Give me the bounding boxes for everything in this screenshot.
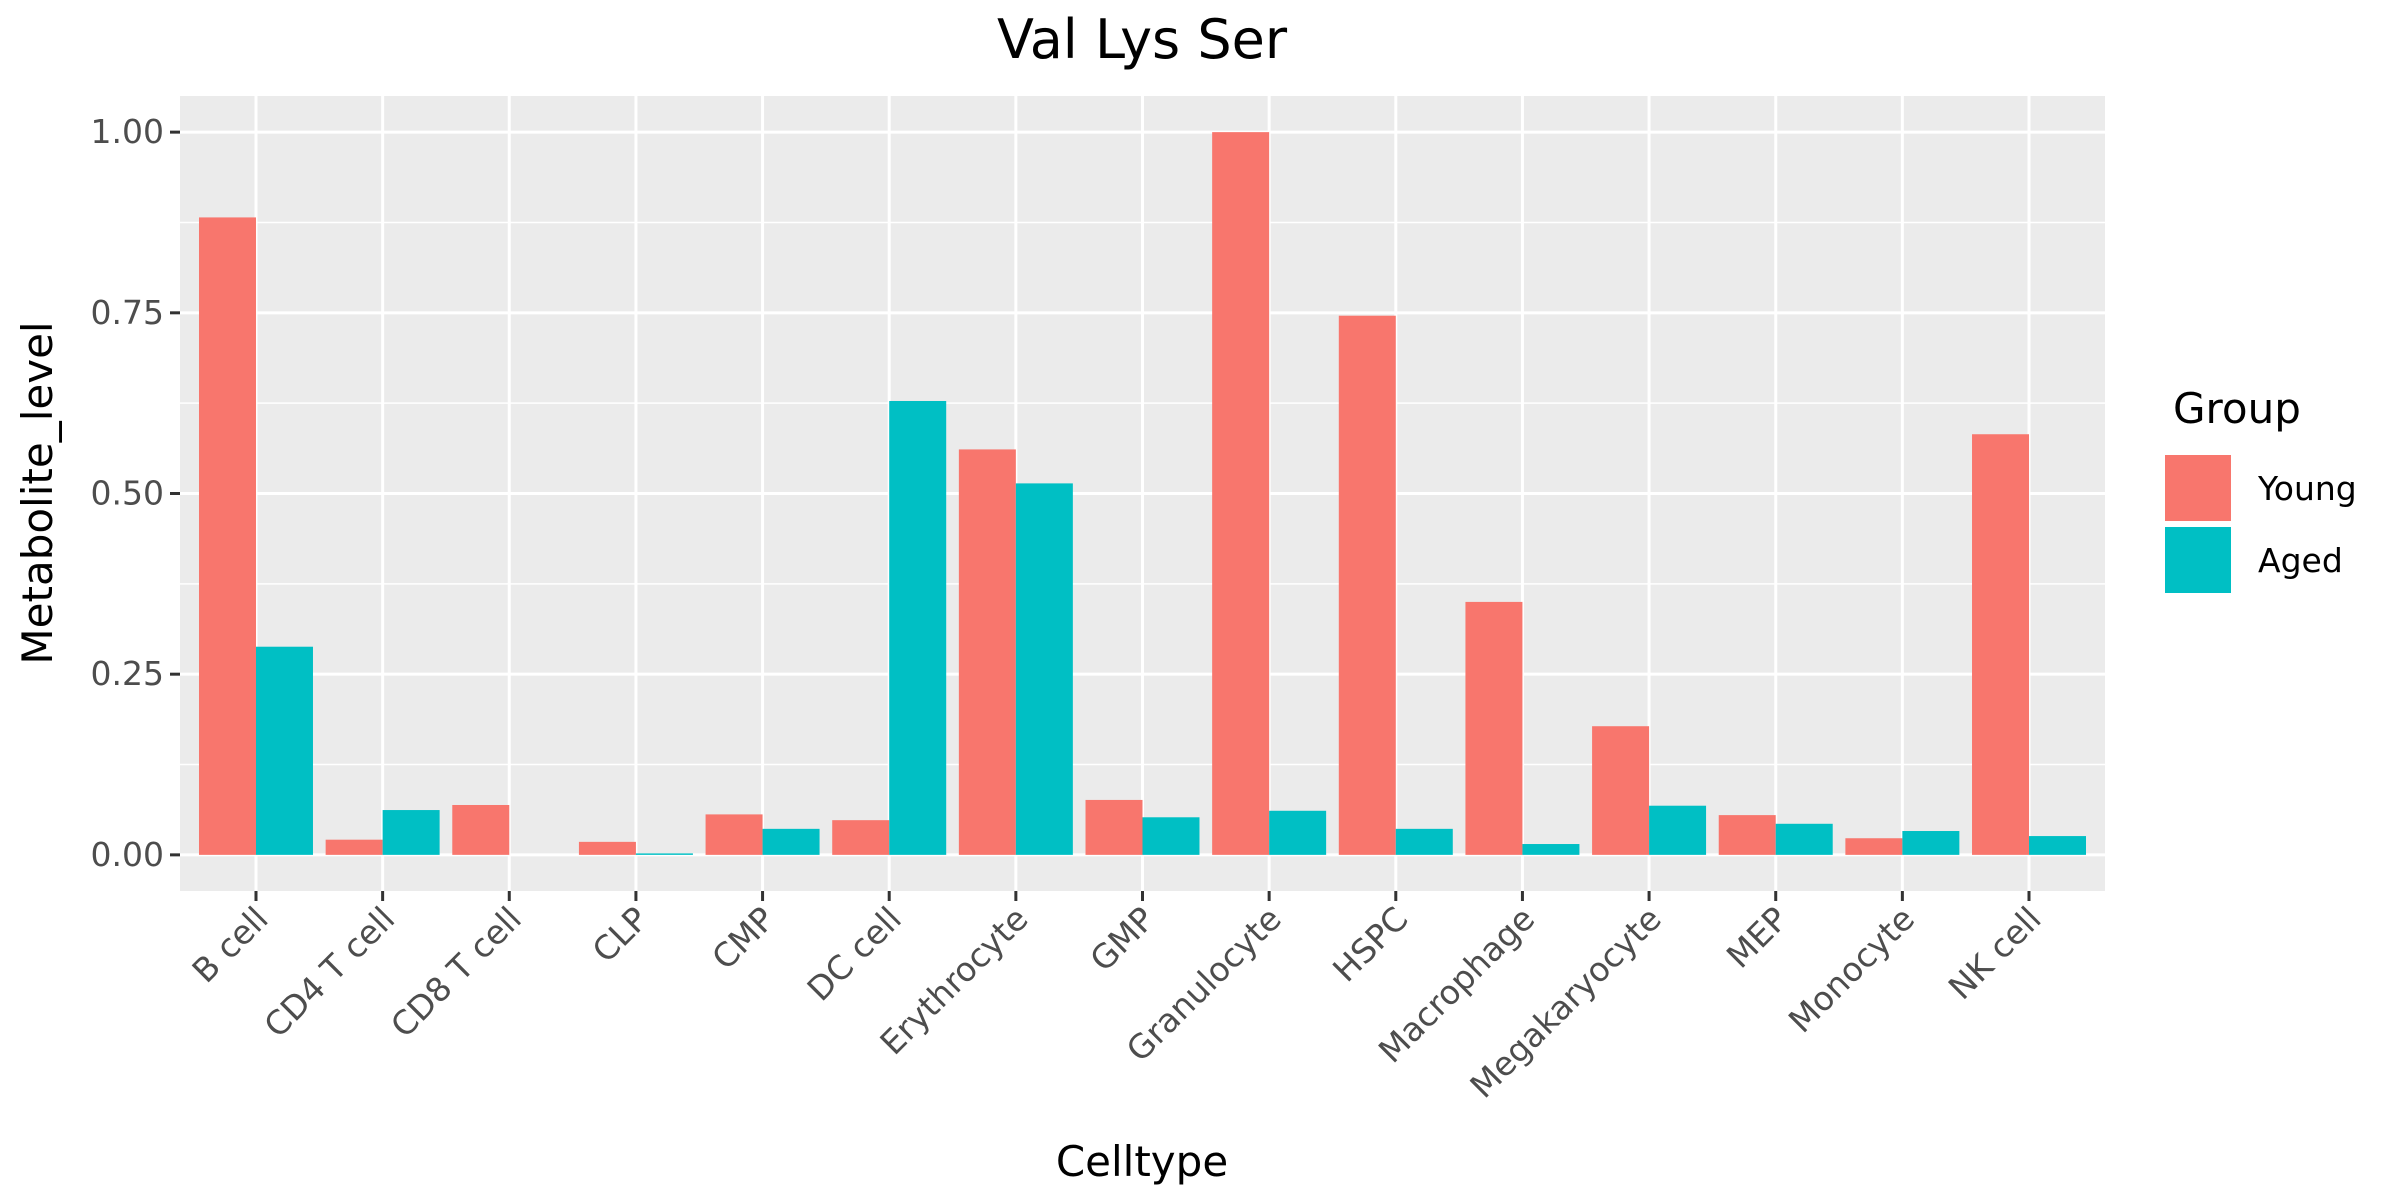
bar-young-b-cell [198, 217, 256, 855]
bar-young-megakaryocyte [1592, 726, 1650, 855]
x-tick-label: B cell [184, 899, 275, 990]
bar-aged-cd4-t-cell [382, 810, 440, 855]
bar-aged-erythrocyte [1015, 483, 1073, 855]
bar-aged-megakaryocyte [1649, 805, 1707, 855]
bar-aged-hspc [1395, 828, 1453, 855]
bar-young-monocyte [1845, 838, 1903, 855]
bar-young-nk-cell [1972, 434, 2030, 855]
x-tick-label: CD4 T cell [256, 899, 402, 1045]
bar-young-macrophage [1465, 601, 1523, 855]
bar-aged-b-cell [255, 646, 313, 855]
y-axis: 0.00 0.25 0.50 0.75 1.00 [91, 112, 180, 874]
y-tick-label: 0.25 [91, 654, 164, 693]
bar-aged-gmp [1142, 817, 1200, 855]
bars [198, 132, 2087, 855]
bar-young-hspc [1338, 315, 1396, 855]
bar-young-cd4-t-cell [325, 839, 383, 855]
y-axis-title: Metabolite_level [13, 321, 62, 664]
y-tick-label: 0.75 [91, 293, 164, 332]
bar-aged-cmp [762, 828, 820, 855]
legend-key-young [2165, 455, 2231, 521]
bar-young-cmp [705, 814, 763, 855]
x-tick-label: DC cell [799, 899, 908, 1008]
legend-label-aged: Aged [2258, 541, 2343, 580]
bar-young-mep [1718, 815, 1776, 855]
bar-young-dc-cell [832, 820, 890, 855]
bar-aged-granulocyte [1269, 810, 1327, 855]
x-tick-label: MEP [1719, 899, 1796, 976]
x-tick-label: Monocyte [1781, 899, 1922, 1040]
bar-aged-monocyte [1902, 831, 1960, 855]
x-axis-title: Celltype [1056, 1137, 1228, 1186]
x-tick-label: CMP [704, 899, 782, 977]
x-tick-label: CLP [585, 899, 656, 970]
bar-young-gmp [1085, 799, 1143, 855]
bar-young-clp [578, 841, 636, 855]
bar-aged-clp [635, 853, 693, 855]
legend-label-young: Young [2257, 469, 2357, 508]
bar-aged-dc-cell [889, 400, 947, 855]
bar-young-cd8-t-cell [452, 804, 510, 855]
legend: Group Young Aged [2165, 384, 2357, 593]
bar-young-granulocyte [1212, 132, 1270, 855]
y-tick-label: 0.00 [91, 835, 164, 874]
bar-aged-macrophage [1522, 844, 1580, 855]
chart-title: Val Lys Ser [997, 8, 1288, 71]
legend-title: Group [2173, 384, 2301, 433]
x-tick-label: HSPC [1325, 899, 1415, 989]
bar-aged-mep [1775, 823, 1833, 855]
legend-key-aged [2165, 527, 2231, 593]
x-tick-label: NK cell [1941, 899, 2049, 1007]
bar-young-erythrocyte [958, 449, 1016, 855]
y-tick-label: 1.00 [91, 112, 164, 151]
x-tick-label: CD8 T cell [383, 899, 529, 1045]
x-tick-label: GMP [1082, 899, 1162, 979]
y-tick-label: 0.50 [91, 474, 164, 513]
bar-aged-nk-cell [2029, 836, 2087, 855]
